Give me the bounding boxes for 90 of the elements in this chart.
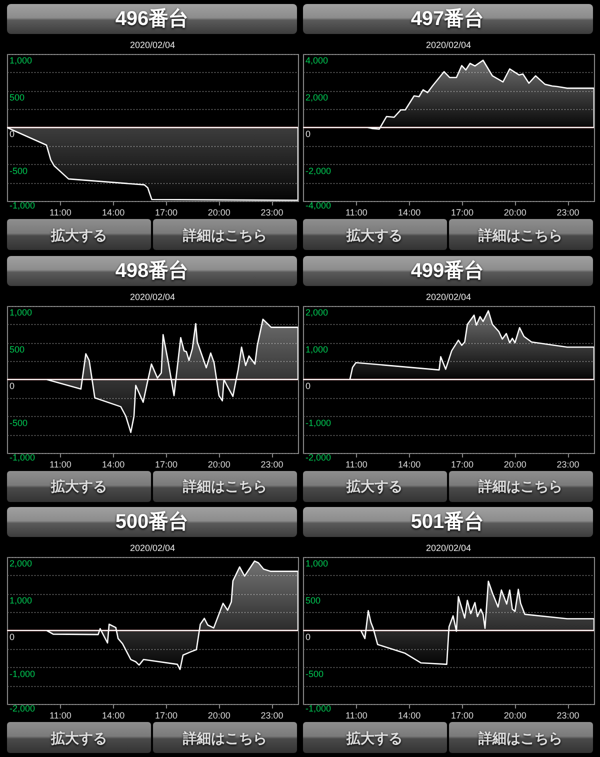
button: 詳細はこちら bbox=[153, 722, 297, 753]
y-tick-label: -4,000 bbox=[305, 200, 331, 210]
chart-title: 499番台 bbox=[410, 260, 484, 282]
x-tick-label: 23:00 bbox=[556, 459, 579, 469]
button: 拡大する bbox=[7, 470, 151, 502]
y-tick-label: -1,000 bbox=[10, 668, 36, 679]
x-tick-label: 17:00 bbox=[450, 710, 473, 720]
x-tick-label: 20:00 bbox=[503, 459, 526, 469]
x-tick-label: 23:00 bbox=[260, 459, 284, 469]
x-tick-label: 14:00 bbox=[102, 208, 125, 218]
y-tick-label: -1,000 bbox=[10, 452, 36, 462]
x-tick-label: 17:00 bbox=[154, 710, 178, 720]
x-tick-label: 14:00 bbox=[398, 459, 420, 469]
y-tick-label: 0 bbox=[10, 632, 15, 642]
y-tick-label: -2,000 bbox=[305, 166, 331, 176]
button: 詳細はこちら bbox=[448, 470, 592, 502]
x-tick-label: 11:00 bbox=[49, 710, 72, 720]
button: 拡大する bbox=[7, 219, 151, 250]
y-tick-label: -2,000 bbox=[305, 452, 331, 462]
header-bar: 497番台 bbox=[302, 4, 592, 34]
chart-title: 498番台 bbox=[115, 260, 189, 282]
y-tick-label: 1,000 bbox=[10, 56, 32, 66]
y-tick-label: 1,000 bbox=[10, 595, 32, 606]
x-tick-label: 11:00 bbox=[344, 459, 367, 469]
y-tick-label: -2,000 bbox=[10, 704, 36, 714]
x-tick-label: 17:00 bbox=[450, 208, 473, 218]
header-bar: 501番台 bbox=[302, 507, 592, 537]
button: 拡大する bbox=[7, 722, 151, 753]
x-tick-label: 20:00 bbox=[208, 710, 230, 720]
x-tick-label: 23:00 bbox=[260, 710, 284, 720]
button: 拡大する bbox=[302, 722, 446, 753]
chart-subtitle: 2020/02/04 bbox=[425, 292, 471, 302]
button: 詳細はこちら bbox=[448, 219, 592, 250]
header-bar: 498番台 bbox=[7, 256, 297, 286]
y-tick-label: 500 bbox=[10, 92, 25, 102]
header-bar: 499番台 bbox=[302, 256, 592, 286]
y-tick-label: 1,000 bbox=[305, 344, 328, 354]
x-tick-label: 17:00 bbox=[154, 459, 178, 469]
y-tick-label: 500 bbox=[305, 595, 320, 606]
y-tick-label: 2,000 bbox=[305, 92, 328, 102]
header-bar: 500番台 bbox=[7, 507, 297, 537]
y-tick-label: 0 bbox=[10, 129, 15, 139]
y-tick-label: 2,000 bbox=[10, 558, 32, 568]
chart-subtitle: 2020/02/04 bbox=[130, 543, 176, 553]
x-tick-label: 14:00 bbox=[102, 710, 125, 720]
x-tick-label: 23:00 bbox=[556, 710, 579, 720]
x-tick-label: 14:00 bbox=[398, 208, 420, 218]
button: 拡大する bbox=[302, 219, 446, 250]
y-tick-label: 2,000 bbox=[305, 307, 328, 317]
y-tick-label: -500 bbox=[10, 166, 28, 176]
x-tick-label: 20:00 bbox=[503, 710, 526, 720]
x-tick-label: 20:00 bbox=[503, 208, 526, 218]
y-tick-label: 0 bbox=[10, 380, 15, 390]
x-tick-label: 14:00 bbox=[102, 459, 125, 469]
x-tick-label: 23:00 bbox=[260, 208, 284, 218]
x-tick-label: 20:00 bbox=[208, 208, 230, 218]
y-tick-label: 1,000 bbox=[305, 558, 328, 568]
header-bar: 496番台 bbox=[7, 4, 297, 34]
y-tick-label: -1,000 bbox=[10, 200, 36, 210]
chart-subtitle: 2020/02/04 bbox=[130, 40, 176, 50]
x-tick-label: 11:00 bbox=[344, 710, 367, 720]
y-tick-label: -500 bbox=[305, 668, 324, 679]
y-tick-label: 4,000 bbox=[305, 56, 328, 66]
chart-title: 496番台 bbox=[115, 8, 189, 30]
y-tick-label: 0 bbox=[305, 632, 310, 642]
button: 拡大する bbox=[302, 470, 446, 502]
x-tick-label: 17:00 bbox=[154, 208, 178, 218]
chart-subtitle: 2020/02/04 bbox=[425, 543, 471, 553]
chart-title: 500番台 bbox=[115, 511, 189, 533]
button: 詳細はこちら bbox=[153, 219, 297, 250]
x-tick-label: 23:00 bbox=[556, 208, 579, 218]
y-tick-label: 1,000 bbox=[10, 307, 32, 317]
chart-subtitle: 2020/02/04 bbox=[425, 40, 471, 50]
y-tick-label: 0 bbox=[305, 380, 310, 390]
chart-subtitle: 2020/02/04 bbox=[130, 292, 176, 302]
x-tick-label: 17:00 bbox=[450, 459, 473, 469]
chart-title: 497番台 bbox=[410, 8, 484, 30]
y-tick-label: 500 bbox=[10, 344, 25, 354]
y-tick-label: -1,000 bbox=[305, 704, 331, 714]
chart-title: 501番台 bbox=[410, 511, 484, 533]
y-tick-label: 0 bbox=[305, 129, 310, 139]
x-tick-label: 11:00 bbox=[49, 208, 72, 218]
button: 詳細はこちら bbox=[448, 722, 592, 753]
x-tick-label: 11:00 bbox=[344, 208, 367, 218]
y-tick-label: -500 bbox=[10, 417, 28, 428]
x-tick-label: 14:00 bbox=[398, 710, 420, 720]
y-tick-label: -1,000 bbox=[305, 417, 331, 428]
x-tick-label: 11:00 bbox=[49, 459, 72, 469]
x-tick-label: 20:00 bbox=[208, 459, 230, 469]
button: 詳細はこちら bbox=[153, 470, 297, 502]
